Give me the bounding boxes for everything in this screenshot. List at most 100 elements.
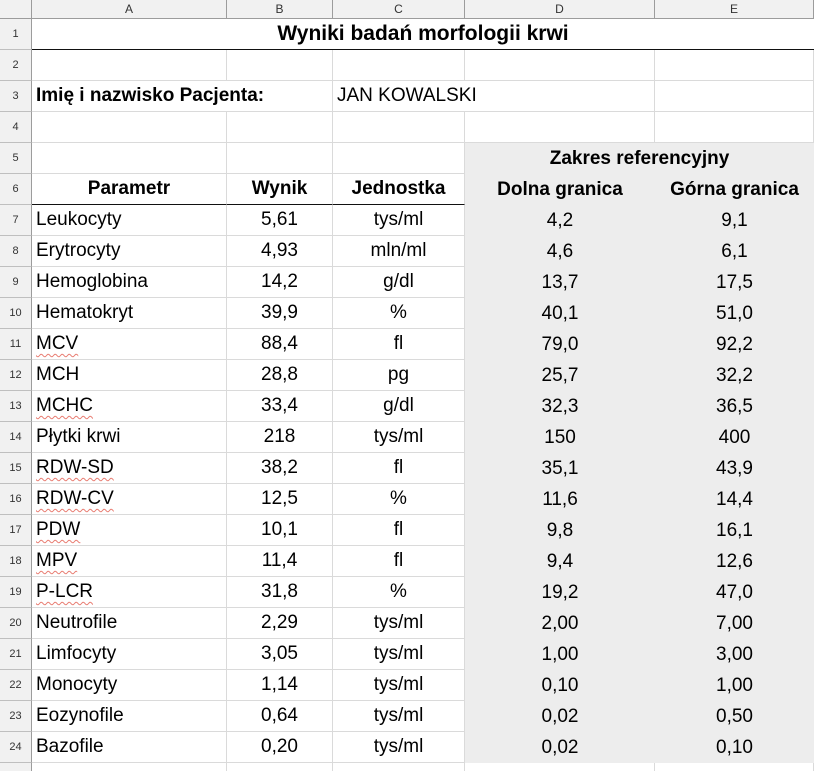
cell[interactable] xyxy=(655,112,814,143)
row-header-5[interactable]: 5 xyxy=(0,143,32,174)
row-header-9[interactable]: 9 xyxy=(0,267,32,298)
wynik-cell[interactable]: 12,5 xyxy=(227,484,333,515)
row-header-25[interactable]: 25 xyxy=(0,763,32,771)
gorna-granica-cell[interactable]: 7,00 xyxy=(655,608,814,639)
row-header-17[interactable]: 17 xyxy=(0,515,32,546)
gorna-granica-cell[interactable]: 3,00 xyxy=(655,639,814,670)
jednostka-cell[interactable]: % xyxy=(333,298,465,329)
parametr-cell[interactable]: Leukocyty xyxy=(32,205,227,236)
gorna-granica-cell[interactable]: 0,10 xyxy=(655,732,814,763)
cell[interactable] xyxy=(32,50,227,81)
parametr-cell[interactable]: Erytrocyty xyxy=(32,236,227,267)
dolna-granica-cell[interactable]: 1,00 xyxy=(465,639,655,670)
parametr-cell[interactable]: RDW-CV xyxy=(32,484,227,515)
dolna-granica-cell[interactable]: 4,6 xyxy=(465,236,655,267)
header-jednostka-cell[interactable]: Jednostka xyxy=(333,174,465,205)
parametr-cell[interactable]: Bazofile xyxy=(32,732,227,763)
parametr-cell[interactable]: Płytki krwi xyxy=(32,422,227,453)
jednostka-cell[interactable]: tys/ml xyxy=(333,205,465,236)
cell[interactable] xyxy=(333,143,465,174)
column-header-B[interactable]: B xyxy=(227,0,333,19)
dolna-granica-cell[interactable]: 79,0 xyxy=(465,329,655,360)
dolna-granica-cell[interactable]: 25,7 xyxy=(465,360,655,391)
row-header-7[interactable]: 7 xyxy=(0,205,32,236)
wynik-cell[interactable]: 14,2 xyxy=(227,267,333,298)
wynik-cell[interactable]: 38,2 xyxy=(227,453,333,484)
parametr-cell[interactable]: MPV xyxy=(32,546,227,577)
jednostka-cell[interactable]: tys/ml xyxy=(333,608,465,639)
jednostka-cell[interactable]: fl xyxy=(333,453,465,484)
parametr-cell[interactable]: RDW-SD xyxy=(32,453,227,484)
cell[interactable] xyxy=(333,763,465,771)
jednostka-cell[interactable]: g/dl xyxy=(333,391,465,422)
dolna-granica-cell[interactable]: 0,02 xyxy=(465,732,655,763)
dolna-granica-cell[interactable]: 13,7 xyxy=(465,267,655,298)
cell[interactable] xyxy=(32,143,227,174)
jednostka-cell[interactable]: pg xyxy=(333,360,465,391)
dolna-granica-cell[interactable]: 0,02 xyxy=(465,701,655,732)
wynik-cell[interactable]: 28,8 xyxy=(227,360,333,391)
row-header-2[interactable]: 2 xyxy=(0,50,32,81)
row-header-18[interactable]: 18 xyxy=(0,546,32,577)
gorna-granica-cell[interactable]: 32,2 xyxy=(655,360,814,391)
jednostka-cell[interactable]: % xyxy=(333,577,465,608)
dolna-granica-cell[interactable]: 11,6 xyxy=(465,484,655,515)
report-title-cell[interactable]: Wyniki badań morfologii krwi xyxy=(32,19,814,50)
wynik-cell[interactable]: 33,4 xyxy=(227,391,333,422)
header-dolna-granica-cell[interactable]: Dolna granica xyxy=(465,174,655,205)
cell[interactable] xyxy=(227,763,333,771)
dolna-granica-cell[interactable]: 32,3 xyxy=(465,391,655,422)
patient-label-cell[interactable]: Imię i nazwisko Pacjenta: xyxy=(32,81,333,112)
header-wynik-cell[interactable]: Wynik xyxy=(227,174,333,205)
dolna-granica-cell[interactable]: 150 xyxy=(465,422,655,453)
dolna-granica-cell[interactable]: 2,00 xyxy=(465,608,655,639)
wynik-cell[interactable]: 3,05 xyxy=(227,639,333,670)
dolna-granica-cell[interactable]: 35,1 xyxy=(465,453,655,484)
cell[interactable] xyxy=(465,50,655,81)
row-header-24[interactable]: 24 xyxy=(0,732,32,763)
parametr-cell[interactable]: PDW xyxy=(32,515,227,546)
row-header-10[interactable]: 10 xyxy=(0,298,32,329)
wynik-cell[interactable]: 218 xyxy=(227,422,333,453)
wynik-cell[interactable]: 0,20 xyxy=(227,732,333,763)
row-header-20[interactable]: 20 xyxy=(0,608,32,639)
wynik-cell[interactable]: 0,64 xyxy=(227,701,333,732)
cell[interactable] xyxy=(655,763,814,771)
cell[interactable] xyxy=(465,112,655,143)
dolna-granica-cell[interactable]: 9,8 xyxy=(465,515,655,546)
row-header-1[interactable]: 1 xyxy=(0,19,32,50)
wynik-cell[interactable]: 88,4 xyxy=(227,329,333,360)
wynik-cell[interactable]: 10,1 xyxy=(227,515,333,546)
reference-header-cell[interactable]: Zakres referencyjny xyxy=(465,143,814,174)
row-header-15[interactable]: 15 xyxy=(0,453,32,484)
column-header-D[interactable]: D xyxy=(465,0,655,19)
row-header-16[interactable]: 16 xyxy=(0,484,32,515)
cell[interactable] xyxy=(32,112,227,143)
jednostka-cell[interactable]: % xyxy=(333,484,465,515)
gorna-granica-cell[interactable]: 51,0 xyxy=(655,298,814,329)
parametr-cell[interactable]: MCH xyxy=(32,360,227,391)
wynik-cell[interactable]: 39,9 xyxy=(227,298,333,329)
jednostka-cell[interactable]: tys/ml xyxy=(333,670,465,701)
cell[interactable] xyxy=(465,763,655,771)
jednostka-cell[interactable]: tys/ml xyxy=(333,701,465,732)
wynik-cell[interactable]: 11,4 xyxy=(227,546,333,577)
jednostka-cell[interactable]: tys/ml xyxy=(333,732,465,763)
gorna-granica-cell[interactable]: 14,4 xyxy=(655,484,814,515)
parametr-cell[interactable]: MCV xyxy=(32,329,227,360)
column-header-A[interactable]: A xyxy=(32,0,227,19)
gorna-granica-cell[interactable]: 16,1 xyxy=(655,515,814,546)
gorna-granica-cell[interactable]: 47,0 xyxy=(655,577,814,608)
gorna-granica-cell[interactable]: 43,9 xyxy=(655,453,814,484)
dolna-granica-cell[interactable]: 9,4 xyxy=(465,546,655,577)
jednostka-cell[interactable]: tys/ml xyxy=(333,422,465,453)
header-gorna-granica-cell[interactable]: Górna granica xyxy=(655,174,814,205)
row-header-6[interactable]: 6 xyxy=(0,174,32,205)
jednostka-cell[interactable]: fl xyxy=(333,546,465,577)
gorna-granica-cell[interactable]: 1,00 xyxy=(655,670,814,701)
header-parametr-cell[interactable]: Parametr xyxy=(32,174,227,205)
row-header-3[interactable]: 3 xyxy=(0,81,32,112)
cell[interactable] xyxy=(227,50,333,81)
wynik-cell[interactable]: 31,8 xyxy=(227,577,333,608)
gorna-granica-cell[interactable]: 6,1 xyxy=(655,236,814,267)
